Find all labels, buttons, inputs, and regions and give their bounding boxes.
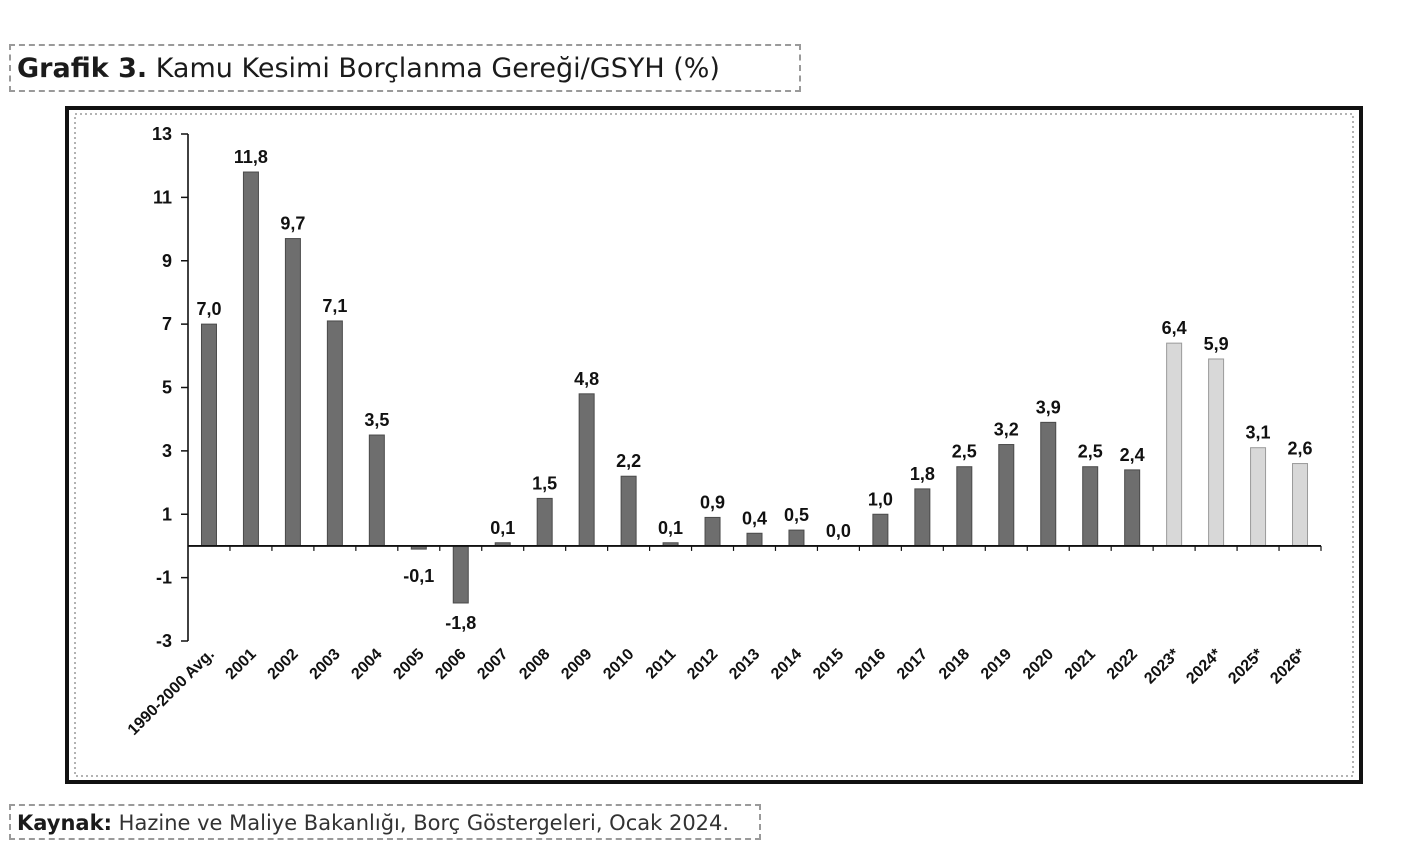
bar-2018	[956, 466, 973, 547]
bar-2019	[998, 444, 1015, 547]
chart-frame: 13 11 9 7 5 3 1 -1 -3 7,0 1990-2000 Avg. 11,8 2001 9,…	[65, 106, 1363, 784]
bar-1990-2000-avg-	[200, 323, 217, 547]
y-tick-label: 9	[162, 251, 172, 271]
bar-2013	[746, 532, 763, 547]
chart-title-text: Kamu Kesimi Borçlanma Gereği/GSYH (%)	[155, 53, 720, 84]
value-label: 2,5	[1078, 442, 1103, 462]
y-tick-label: 5	[162, 378, 172, 398]
value-label: 0,0	[826, 521, 851, 541]
value-label: -0,1	[403, 566, 434, 586]
value-label: 3,1	[1246, 423, 1271, 443]
y-tick-label: 13	[152, 124, 172, 144]
category-label: 2022	[1104, 646, 1141, 683]
y-tick-label: 3	[162, 441, 172, 461]
category-label: 2002	[265, 646, 302, 683]
bar-2014	[788, 529, 805, 547]
value-label: 2,4	[1120, 445, 1145, 465]
value-label: 5,9	[1204, 334, 1229, 354]
bar-2020	[1040, 421, 1057, 547]
value-label: 7,1	[322, 296, 347, 316]
category-label: 2025*	[1225, 645, 1267, 687]
category-label: 2004	[348, 646, 385, 683]
category-label: 2009	[558, 646, 595, 683]
y-tick-label: 11	[153, 187, 172, 207]
value-label: 7,0	[196, 299, 221, 319]
value-label: 1,5	[532, 473, 557, 493]
value-label: 2,5	[952, 442, 977, 462]
category-label: 2001	[223, 646, 260, 683]
bar-2012	[704, 516, 721, 547]
value-label: 0,5	[784, 505, 809, 525]
value-label: 4,8	[574, 369, 599, 389]
category-label: 2024*	[1183, 645, 1225, 687]
source-note-box: Kaynak: Hazine ve Maliye Bakanlığı, Borç…	[9, 804, 761, 840]
value-label: 2,6	[1288, 439, 1313, 459]
bar-2017	[914, 488, 931, 547]
category-label: 2014	[768, 646, 805, 683]
bar-2003	[326, 320, 343, 547]
category-label: 2011	[643, 646, 680, 683]
category-label: 2013	[726, 646, 763, 683]
y-tick-label: 7	[162, 314, 172, 334]
category-label: 2019	[978, 646, 1015, 683]
y-tick-label: -1	[156, 568, 172, 588]
category-label: 2021	[1062, 646, 1099, 683]
bar-chart: 13 11 9 7 5 3 1 -1 -3 7,0 1990-2000 Avg. 11,8 2001 9,…	[74, 113, 1354, 777]
bar-2008	[536, 497, 553, 547]
chart-title: Grafik 3. Kamu Kesimi Borçlanma Gereği/G…	[17, 52, 720, 86]
source-text: Hazine ve Maliye Bakanlığı, Borç Gösterg…	[118, 811, 730, 835]
category-label: 2008	[516, 646, 553, 683]
value-label: 0,4	[742, 508, 767, 528]
bar-2022	[1124, 469, 1141, 547]
category-label: 2006	[432, 646, 469, 683]
bar-2021	[1082, 466, 1099, 547]
value-label: 3,2	[994, 420, 1019, 440]
value-label: 6,4	[1162, 318, 1187, 338]
category-label: 2023*	[1141, 645, 1183, 687]
source-prefix: Kaynak:	[17, 811, 112, 835]
y-tick-label: 1	[162, 504, 172, 524]
bar-2009	[578, 393, 595, 547]
bar-2001	[242, 171, 259, 547]
bar-2006	[452, 545, 469, 604]
value-label: 1,0	[868, 489, 893, 509]
category-label: 2003	[307, 646, 344, 683]
category-label: 2017	[894, 646, 931, 683]
y-tick-label: -3	[156, 631, 172, 651]
value-label: 0,1	[490, 518, 515, 538]
bar-2016	[872, 513, 889, 547]
category-label: 2018	[936, 646, 973, 683]
chart-title-box: Grafik 3. Kamu Kesimi Borçlanma Gereği/G…	[9, 44, 801, 92]
bar-2026-	[1292, 463, 1309, 547]
category-label: 2016	[852, 646, 889, 683]
source-note: Kaynak: Hazine ve Maliye Bakanlığı, Borç…	[17, 810, 729, 836]
bar-2004	[368, 434, 385, 547]
category-label: 2010	[600, 646, 637, 683]
chart-title-prefix: Grafik 3.	[17, 53, 148, 84]
bar-2023-	[1166, 342, 1183, 547]
value-label: 0,9	[700, 492, 725, 512]
value-label: 3,9	[1036, 397, 1061, 417]
category-label: 2007	[474, 646, 511, 683]
value-label: 9,7	[280, 214, 305, 234]
bar-2024-	[1208, 358, 1225, 547]
category-label: 2026*	[1267, 645, 1309, 687]
value-label: 11,8	[234, 147, 268, 167]
category-label: 2015	[810, 646, 847, 683]
bar-2025-	[1250, 447, 1267, 547]
category-label: 1990-2000 Avg.	[125, 646, 218, 739]
category-label: 2020	[1020, 646, 1057, 683]
value-label: 0,1	[658, 518, 683, 538]
bar-2010	[620, 475, 637, 547]
category-label: 2012	[684, 646, 721, 683]
value-label: 1,8	[910, 464, 935, 484]
value-label: 3,5	[364, 410, 389, 430]
category-label: 2005	[390, 646, 427, 683]
value-label: 2,2	[616, 451, 641, 471]
value-label: -1,8	[445, 613, 476, 633]
bar-2002	[284, 238, 301, 547]
